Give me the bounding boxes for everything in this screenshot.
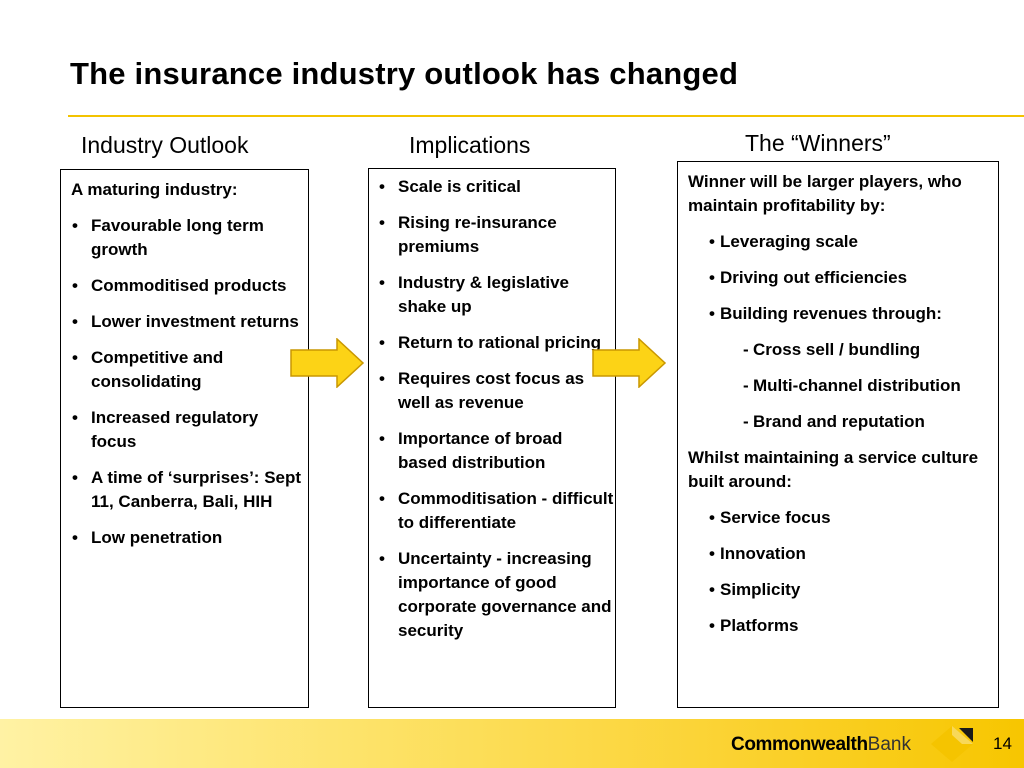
right-arrow-icon (290, 338, 365, 388)
list-item: Leveraging scale (688, 230, 998, 254)
list-item: Favourable long term growth (71, 214, 308, 262)
list-item: Return to rational pricing (379, 331, 615, 355)
heading-implications: Implications (409, 132, 531, 158)
list-item: Requires cost focus as well as revenue (379, 367, 615, 415)
sub-list-item: Cross sell / bundling (688, 338, 998, 362)
footer-bar (0, 719, 1024, 768)
list-item: Rising re-insurance premiums (379, 211, 615, 259)
sub-list-item: Multi-channel distribution (688, 374, 998, 398)
list-item: Commoditised products (71, 274, 308, 298)
heading-winners: The “Winners” (745, 130, 891, 156)
list-item: Increased regulatory focus (71, 406, 308, 454)
list-item: Lower investment returns (71, 310, 308, 334)
list-item: Competitive and consolidating (71, 346, 308, 394)
list-item: Industry & legislative shake up (379, 271, 615, 319)
title-underline (68, 115, 1024, 117)
outlook-lead: A maturing industry: (71, 180, 238, 199)
list-item: Commoditisation - difficult to different… (379, 487, 615, 535)
list-item: Service focus (688, 506, 998, 530)
page-number: 14 (993, 734, 1012, 753)
list-item: Building revenues through: (688, 302, 998, 326)
heading-industry-outlook: Industry Outlook (81, 132, 249, 158)
list-item: Platforms (688, 614, 998, 638)
industry-outlook-box: A maturing industry: Favourable long ter… (60, 169, 309, 708)
outlook-list: Favourable long term growth Commoditised… (71, 214, 308, 550)
service-list: Service focus Innovation Simplicity Plat… (688, 506, 998, 638)
brand-logo-text: CommonwealthBank (731, 734, 911, 756)
list-item: Simplicity (688, 578, 998, 602)
service-lead: Whilst maintaining a service culture bui… (688, 448, 979, 491)
list-item: Driving out efficiencies (688, 266, 998, 290)
winners-box: Winner will be larger players, who maint… (677, 161, 999, 708)
logo-bold-text: Commonwealth (731, 734, 868, 755)
sub-list-item: Brand and reputation (688, 410, 998, 434)
list-item: Importance of broad based distribution (379, 427, 615, 475)
list-item: Innovation (688, 542, 998, 566)
logo-light-text: Bank (867, 734, 911, 755)
slide-title: The insurance industry outlook has chang… (70, 56, 739, 91)
list-item: A time of ‘surprises’: Sept 11, Canberra… (71, 466, 308, 514)
list-item: Scale is critical (379, 175, 615, 199)
list-item: Low penetration (71, 526, 308, 550)
right-arrow-icon (592, 338, 667, 388)
implications-list: Scale is critical Rising re-insurance pr… (379, 175, 615, 643)
list-item: Uncertainty - increasing importance of g… (379, 547, 615, 643)
winners-lead: Winner will be larger players, who maint… (688, 172, 962, 215)
implications-box: Scale is critical Rising re-insurance pr… (368, 168, 616, 708)
winners-list: Leveraging scale Driving out efficiencie… (688, 230, 998, 434)
commonwealth-diamond-logo-icon (931, 726, 973, 762)
